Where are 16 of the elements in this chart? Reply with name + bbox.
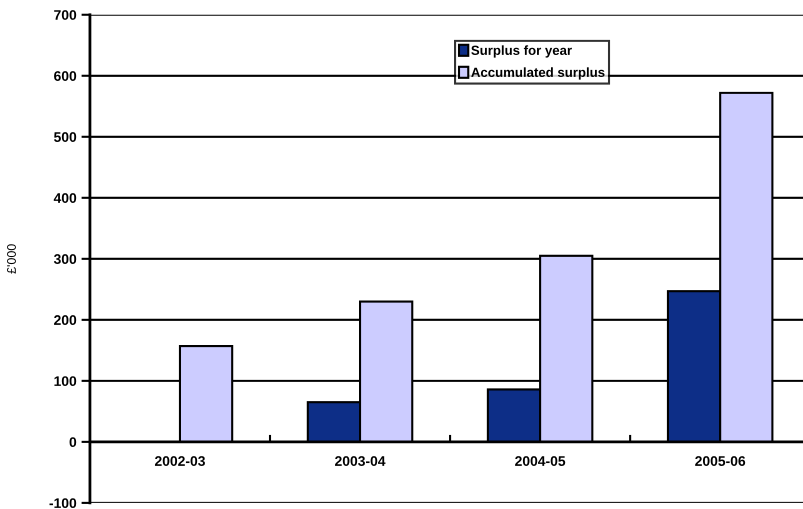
y-tick-label: 700 [54, 10, 76, 20]
x-tick-label: 2004-05 [515, 456, 566, 466]
legend-label: Accumulated surplus [471, 67, 605, 80]
y-tick-label: 300 [54, 254, 76, 264]
legend-label: Surplus for year [471, 45, 572, 58]
x-tick-label: 2003-04 [335, 456, 386, 466]
y-tick-label: 200 [54, 315, 76, 326]
x-tick-label: 2002-03 [154, 456, 205, 466]
y-tick-label: 100 [54, 376, 76, 386]
y-tick-label: 0 [70, 437, 76, 448]
y-tick-label: 600 [54, 71, 76, 81]
y-tick-label: 500 [54, 132, 76, 142]
y-tick-label: 400 [54, 193, 76, 203]
y-axis-title: £'000 [7, 244, 16, 274]
x-tick-label: 2005-06 [695, 456, 746, 466]
y-tick-label: -100 [49, 498, 76, 508]
